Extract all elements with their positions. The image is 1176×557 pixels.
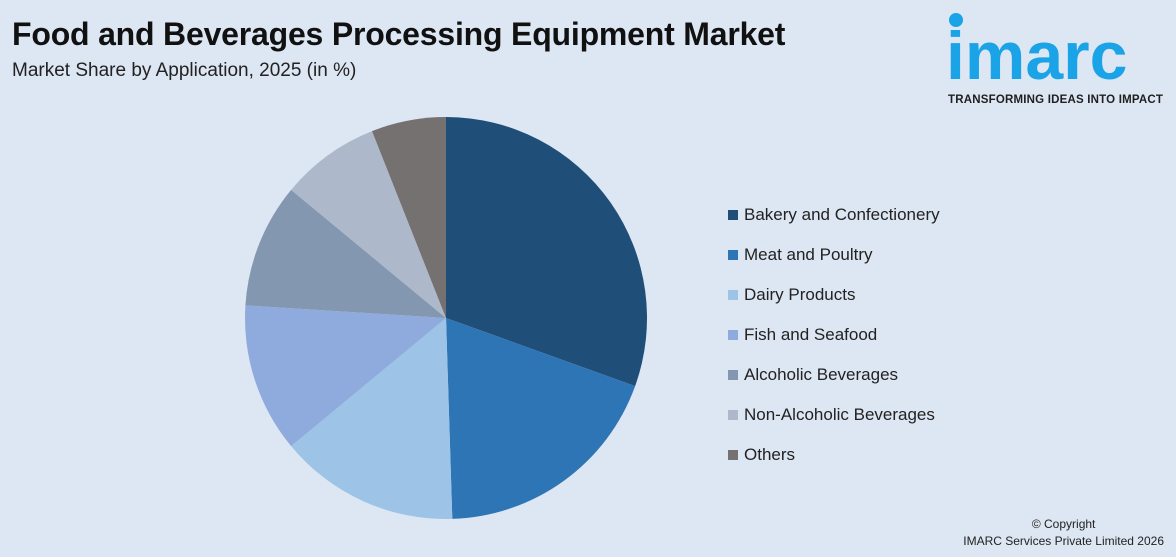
pie-slice-dairy-products <box>291 318 453 519</box>
chart-subtitle: Market Share by Application, 2025 (in %) <box>12 60 357 81</box>
legend-item-fish-and-seafood: Fish and Seafood <box>728 324 940 364</box>
legend-label: Others <box>744 445 796 464</box>
legend-item-bakery-and-confectionery: Bakery and Confectionery <box>728 204 940 244</box>
imarc-logo: imarc TRANSFORMING IDEAS INTO IMPACT <box>944 8 1172 108</box>
legend-swatch <box>728 450 738 460</box>
legend-item-others: Others <box>728 444 940 484</box>
pie-slice-others <box>372 117 446 318</box>
legend-swatch <box>728 370 738 380</box>
pie-slice-non-alcoholic-beverages <box>291 131 446 318</box>
copyright-line-2: IMARC Services Private Limited 2026 <box>963 534 1164 548</box>
legend-swatch <box>728 330 738 340</box>
legend-swatch <box>728 250 738 260</box>
copyright-line-1: © Copyright <box>1031 517 1096 531</box>
legend-label: Meat and Poultry <box>744 245 873 264</box>
legend-label: Fish and Seafood <box>744 325 878 344</box>
logo-wordmark: imarc <box>946 18 1128 94</box>
legend-item-dairy-products: Dairy Products <box>728 284 940 324</box>
legend-label: Dairy Products <box>744 285 856 304</box>
pie-slice-alcoholic-beverages <box>245 189 446 318</box>
legend-swatch <box>728 410 738 420</box>
legend-swatch <box>728 210 738 220</box>
chart-legend: Bakery and Confectionery Meat and Poultry… <box>728 204 940 484</box>
legend-item-non-alcoholic-beverages: Non-Alcoholic Beverages <box>728 404 940 444</box>
legend-label: Bakery and Confectionery <box>744 205 940 224</box>
legend-label: Non-Alcoholic Beverages <box>744 405 935 424</box>
chart-title: Food and Beverages Processing Equipment … <box>12 16 786 52</box>
logo-tagline: TRANSFORMING IDEAS INTO IMPACT <box>948 94 1164 106</box>
legend-item-meat-and-poultry: Meat and Poultry <box>728 244 940 284</box>
legend-label: Alcoholic Beverages <box>744 365 899 384</box>
legend-item-alcoholic-beverages: Alcoholic Beverages <box>728 364 940 404</box>
copyright-notice: © Copyright IMARC Services Private Limit… <box>963 516 1164 550</box>
pie-slice-bakery-and-confectionery <box>446 117 648 387</box>
logo-dot-icon <box>949 13 963 27</box>
pie-slice-fish-and-seafood <box>245 305 446 447</box>
pie-slice-meat-and-poultry <box>446 318 636 519</box>
legend-swatch <box>728 290 738 300</box>
